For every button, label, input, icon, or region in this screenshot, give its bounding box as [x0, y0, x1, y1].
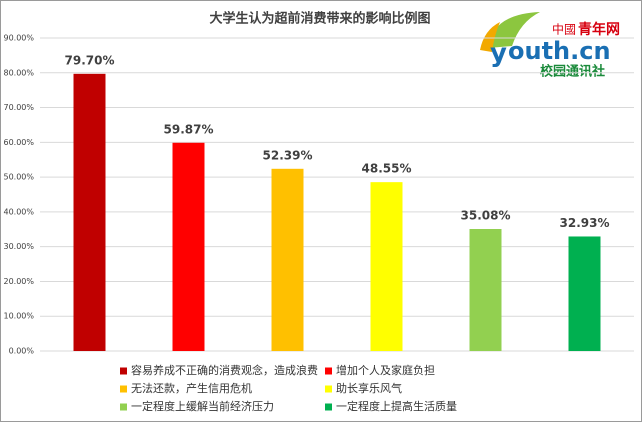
logo-domain: outh.cn — [508, 37, 611, 65]
logo-brand: 中國 — [552, 22, 576, 37]
legend-label: 容易养成不正确的消费观念，造成浪费 — [131, 363, 318, 377]
data-label: 35.08% — [461, 208, 511, 222]
y-tick-label: 70.00% — [3, 103, 34, 112]
legend-swatch — [325, 403, 332, 411]
legend-label: 无法还款，产生信用危机 — [131, 381, 252, 395]
legend-swatch — [325, 367, 332, 375]
y-tick-label: 80.00% — [3, 68, 34, 77]
logo-site: 青年网 — [578, 21, 620, 38]
y-tick-label: 90.00% — [3, 34, 34, 43]
data-label: 48.55% — [362, 162, 412, 176]
legend-swatch — [120, 367, 127, 375]
data-label: 59.87% — [164, 122, 214, 136]
chart-title: 大学生认为超前消费带来的影响比例图 — [209, 11, 430, 27]
y-tick-label: 30.00% — [3, 242, 34, 251]
y-tick-label: 10.00% — [3, 312, 34, 321]
logo: 中國 青年网 y outh.cn 校园通讯社 — [480, 12, 620, 80]
bar — [73, 73, 106, 352]
data-label: 79.70% — [65, 53, 115, 67]
logo-leaf — [480, 22, 500, 52]
y-tick-label: 0.00% — [9, 347, 35, 356]
legend-swatch — [120, 403, 127, 411]
y-tick-label: 40.00% — [3, 207, 34, 216]
data-label: 32.93% — [560, 216, 610, 230]
legend-label: 增加个人及家庭负担 — [336, 363, 435, 377]
bar — [271, 168, 304, 351]
bar — [172, 142, 205, 351]
legend-label: 一定程度上提高生活质量 — [336, 399, 457, 413]
bar — [568, 236, 601, 351]
legend-label: 一定程度上缓解当前经济压力 — [131, 399, 274, 413]
logo-leaf — [488, 12, 540, 48]
y-tick-label: 50.00% — [3, 173, 34, 182]
legend-label: 助长享乐风气 — [336, 381, 402, 395]
data-label: 52.39% — [263, 148, 313, 162]
logo-domain: y — [490, 39, 507, 69]
bar — [370, 182, 403, 351]
legend-swatch — [120, 385, 127, 393]
logo-agency: 校园通讯社 — [540, 64, 605, 80]
y-tick-label: 60.00% — [3, 138, 34, 147]
y-tick-label: 20.00% — [3, 277, 34, 286]
legend-swatch — [325, 385, 332, 393]
bar — [469, 228, 502, 351]
